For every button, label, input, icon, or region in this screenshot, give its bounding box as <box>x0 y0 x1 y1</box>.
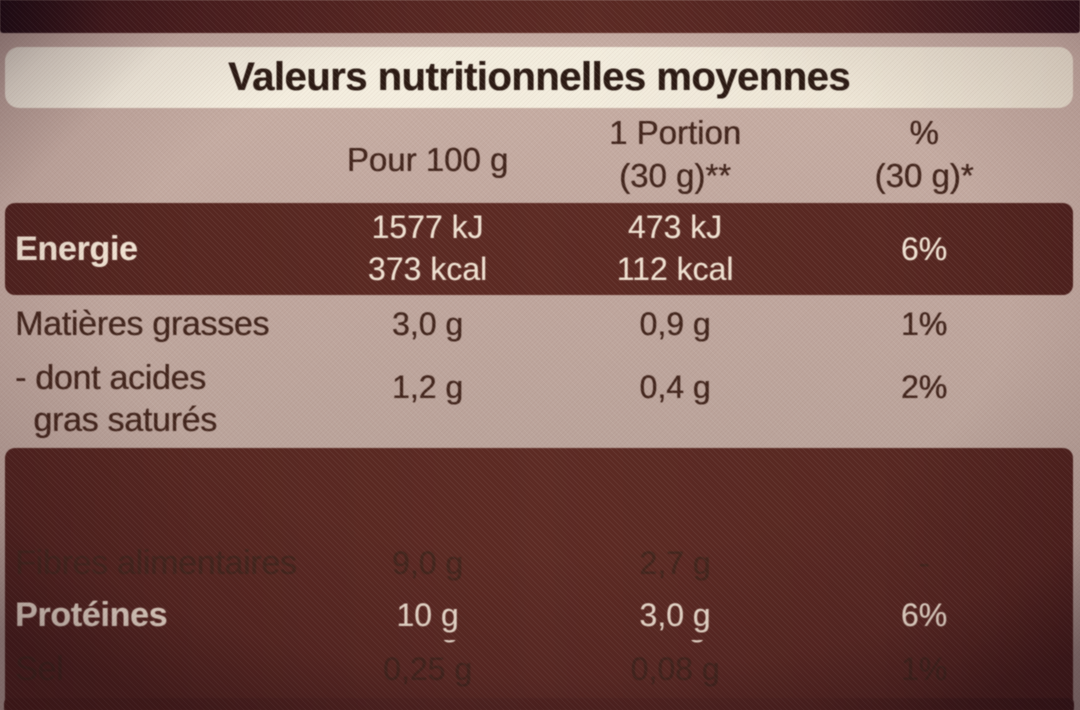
row-proteines-label: Protéines <box>15 595 168 634</box>
column-headers: Pour 100 g 1 Portion (30 g)** % (30 g)* <box>5 110 1073 200</box>
row-matieres-grasses: Matières grasses 3,0 g 0,9 g 1% <box>5 296 1073 352</box>
row-energie: Energie 1577 kJ 373 kcal 473 kJ 112 kcal… <box>5 203 1073 295</box>
row-acides-gras-satures-percent: 2% <box>900 369 948 405</box>
row-fibres-label: Fibres alimentaires <box>15 543 297 582</box>
band-glucides: Glucides 72 g 22 g 8% -dont sucres 20 g … <box>5 448 1073 710</box>
title-bar: Valeurs nutritionnelles moyennes <box>5 47 1073 108</box>
row-sel: Sel 0,25 g 0,08 g 1% <box>5 641 1073 698</box>
row-energie-label: Energie <box>15 229 138 268</box>
row-fibres-per100: 9,0 g <box>391 544 464 581</box>
row-energie-portion: 473 kJ 112 kcal <box>616 209 734 287</box>
row-acides-gras-satures-per100: 1,2 g <box>391 369 464 405</box>
row-proteines: Protéines 10 g 3,0 g 6% <box>5 590 1073 640</box>
row-sel-portion: 0,08 g <box>630 651 720 687</box>
row-matieres-grasses-percent: 1% <box>900 305 948 342</box>
row-sel-per100: 0,25 g <box>383 651 472 687</box>
package-edge-bottom <box>4 698 1074 710</box>
row-fibres-percent: - <box>918 544 930 581</box>
table-title: Valeurs nutritionnelles moyennes <box>228 55 850 99</box>
row-acides-gras-satures: - dont acides gras saturés 1,2 g 0,4 g 2… <box>5 352 1073 446</box>
row-matieres-grasses-label: Matières grasses <box>15 304 270 343</box>
row-matieres-grasses-portion: 0,9 g <box>639 305 711 342</box>
row-energie-per100: 1577 kJ 373 kcal <box>367 209 488 287</box>
row-fibres: Fibres alimentaires 9,0 g 2,7 g - <box>5 536 1073 590</box>
row-proteines-per100: 10 g <box>396 596 459 633</box>
row-fibres-portion: 2,7 g <box>639 544 711 581</box>
row-matieres-grasses-per100: 3,0 g <box>391 305 464 342</box>
row-acides-gras-satures-portion: 0,4 g <box>639 369 711 405</box>
package-edge-top <box>0 0 1080 33</box>
row-sel-percent: 1% <box>900 651 948 687</box>
col-header-percent: % (30 g)* <box>874 114 974 194</box>
col-header-portion: 1 Portion (30 g)** <box>608 114 742 194</box>
row-proteines-percent: 6% <box>900 596 948 633</box>
row-proteines-portion: 3,0 g <box>639 596 711 633</box>
col-header-per100: Pour 100 g <box>346 140 509 178</box>
row-acides-gras-satures-label: - dont acides gras saturés <box>15 358 217 440</box>
row-energie-percent: 6% <box>900 230 948 267</box>
row-sel-label: Sel <box>15 650 64 688</box>
